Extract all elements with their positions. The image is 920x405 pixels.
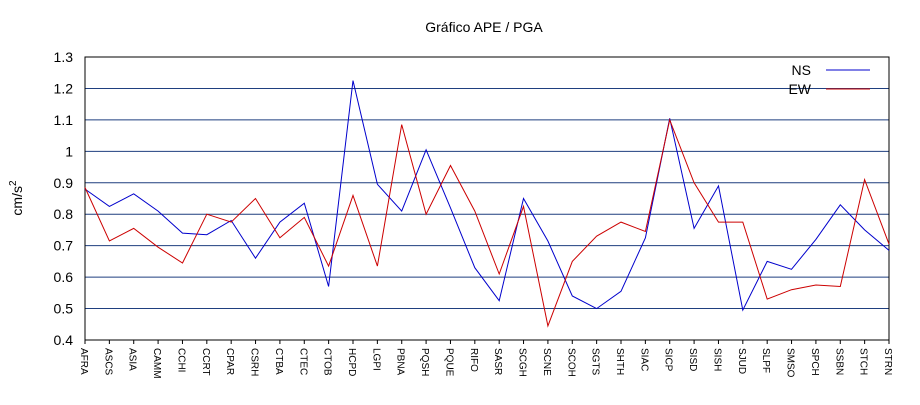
- grid: [85, 56, 889, 341]
- y-tick-label: 0.7: [54, 238, 74, 254]
- y-tick-label: 1.1: [54, 112, 74, 128]
- x-tick-label: CPAR: [224, 348, 235, 375]
- x-tick-label: SMSO: [785, 348, 796, 378]
- x-tick-label: HCPD: [346, 348, 357, 376]
- x-tick-label: PQSH: [419, 348, 430, 376]
- x-tick-label: SIAC: [638, 348, 649, 371]
- x-tick-label: SCOH: [565, 348, 576, 377]
- x-tick-label: RIFO: [468, 348, 479, 372]
- x-tick-label: CCHI: [175, 348, 186, 372]
- y-axis-label-exponent: 2: [8, 180, 19, 186]
- series-line-ns: [84, 80, 890, 312]
- legend-label-ns: NS: [792, 62, 811, 78]
- y-axis-ticks: 0.4 0.5 0.6 0.7 0.8 0.9 1 1.1 1.2 1.3: [54, 49, 74, 348]
- y-tick-label: 0.9: [54, 175, 74, 191]
- x-tick-label: ASIA: [127, 348, 138, 371]
- x-tick-label: ASCS: [102, 348, 113, 376]
- plot-frame: [84, 56, 890, 341]
- x-tick-label: CSRH: [249, 348, 260, 376]
- x-tick-label: PBNA: [395, 348, 406, 376]
- x-tick-label: SPCH: [809, 348, 820, 376]
- x-tick-label: CTBA: [273, 348, 284, 375]
- y-tick-label: 0.5: [54, 301, 74, 317]
- x-tick-label: CTEC: [297, 348, 308, 375]
- series-line-ew: [84, 118, 890, 328]
- x-tick-label: SISH: [711, 348, 722, 371]
- x-tick-label: SICP: [663, 348, 674, 372]
- x-tick-label: SISD: [687, 348, 698, 371]
- y-axis-label-unit: cm/s: [9, 186, 25, 216]
- y-tick-label: 1: [65, 143, 73, 159]
- y-tick-label: 1.2: [54, 80, 74, 96]
- y-tick-label: 1.3: [54, 49, 74, 65]
- x-tick-label: SSBN: [833, 348, 844, 375]
- chart-title: Gráfico APE / PGA: [425, 19, 543, 35]
- x-tick-label: STCH: [858, 348, 869, 375]
- x-tick-label: CAMM: [151, 348, 162, 379]
- x-tick-label: STRN: [882, 348, 893, 375]
- y-axis-label: cm/s2: [8, 180, 25, 216]
- y-tick-label: 0.6: [54, 269, 74, 285]
- x-axis-ticks: AFRA ASCS ASIA CAMM CCHI CCRT CPAR CSRH CTBA CTEC…: [78, 340, 893, 379]
- x-tick-label: SLPF: [760, 348, 771, 373]
- x-tick-label: LGPI: [370, 348, 381, 371]
- x-tick-label: SHTH: [614, 348, 625, 375]
- series-lines: [84, 80, 890, 328]
- legend: NS EW: [788, 62, 870, 97]
- x-tick-label: PQUE: [443, 348, 454, 377]
- x-tick-label: SASR: [492, 348, 503, 375]
- legend-label-ew: EW: [788, 81, 811, 97]
- y-tick-label: 0.8: [54, 206, 74, 222]
- x-tick-label: CTOB: [322, 348, 333, 376]
- y-tick-label: 0.4: [54, 332, 74, 348]
- x-tick-label: SCNE: [541, 348, 552, 376]
- x-tick-label: CCRT: [200, 348, 211, 376]
- x-tick-label: SGTS: [590, 348, 601, 376]
- x-tick-label: AFRA: [78, 348, 89, 375]
- x-tick-label: SCGH: [517, 348, 528, 377]
- x-tick-label: SJUD: [736, 348, 747, 374]
